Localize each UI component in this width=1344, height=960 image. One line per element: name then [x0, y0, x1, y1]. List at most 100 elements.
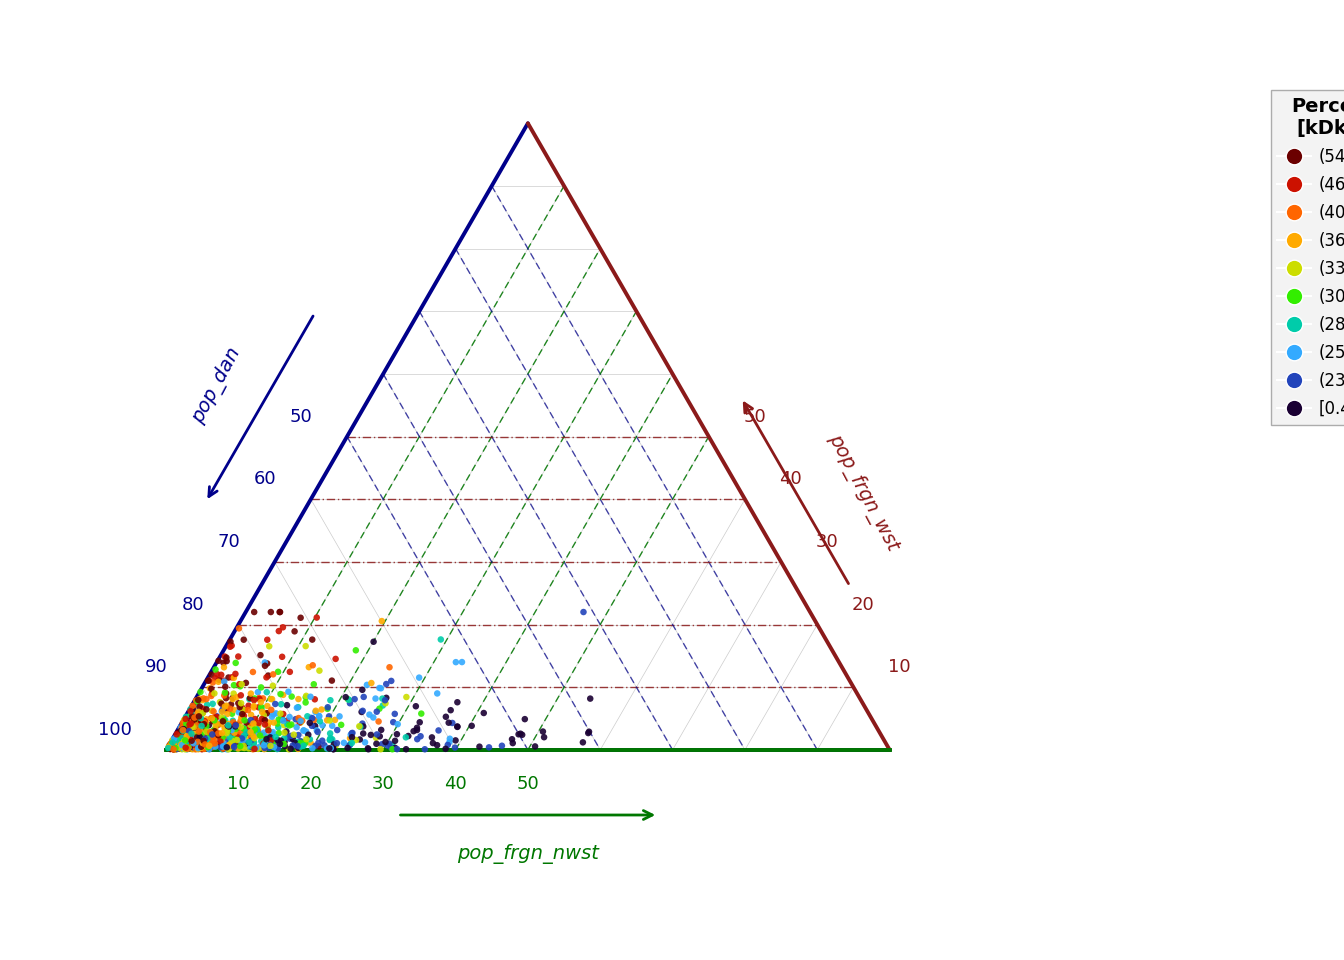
Point — [218, 718, 239, 733]
Point — [366, 731, 387, 746]
Point — [172, 729, 194, 744]
Point — [231, 710, 253, 726]
Point — [185, 693, 207, 708]
Point — [241, 712, 262, 728]
Text: pop_frgn_nwst: pop_frgn_nwst — [457, 844, 599, 864]
Point — [341, 735, 363, 751]
Point — [219, 735, 241, 751]
Point — [192, 691, 214, 707]
Point — [333, 735, 355, 751]
Point — [230, 687, 251, 703]
Point — [241, 730, 262, 745]
Point — [168, 739, 190, 755]
Point — [261, 605, 282, 620]
Point — [190, 739, 211, 755]
Point — [172, 738, 194, 754]
Point — [216, 654, 238, 669]
Point — [228, 621, 250, 636]
Point — [191, 740, 212, 756]
Point — [187, 730, 208, 745]
Point — [194, 713, 215, 729]
Point — [190, 710, 211, 726]
Point — [222, 706, 243, 721]
Point — [262, 707, 284, 722]
Point — [358, 741, 379, 756]
Point — [406, 722, 427, 737]
Point — [194, 716, 215, 732]
Point — [224, 718, 246, 733]
Point — [215, 690, 237, 706]
Point — [173, 730, 195, 745]
Point — [323, 736, 344, 752]
Point — [180, 728, 202, 743]
Point — [282, 732, 304, 747]
Point — [172, 741, 194, 756]
Point — [247, 726, 269, 741]
Point — [290, 713, 312, 729]
Text: 20: 20 — [300, 776, 323, 793]
Point — [190, 735, 211, 751]
Point — [227, 741, 249, 756]
Point — [190, 707, 211, 722]
Point — [175, 740, 196, 756]
Point — [266, 716, 288, 732]
Point — [176, 716, 198, 732]
Point — [211, 726, 233, 741]
Point — [171, 730, 192, 745]
Point — [173, 714, 195, 730]
Point — [231, 709, 253, 725]
Text: 60: 60 — [254, 470, 277, 489]
Point — [380, 673, 402, 688]
Point — [422, 735, 444, 751]
Point — [218, 741, 239, 756]
Point — [192, 735, 214, 751]
Point — [363, 709, 384, 725]
Point — [242, 732, 263, 748]
Point — [200, 710, 222, 726]
Point — [298, 715, 320, 731]
Point — [161, 736, 183, 752]
Point — [159, 739, 180, 755]
Point — [405, 699, 426, 714]
Point — [187, 734, 208, 750]
Point — [469, 739, 491, 755]
Point — [183, 722, 204, 737]
Point — [265, 706, 286, 721]
Point — [534, 730, 555, 745]
Point — [276, 724, 297, 739]
Point — [292, 738, 313, 754]
Point — [271, 712, 293, 728]
Point — [157, 740, 179, 756]
Point — [183, 736, 204, 752]
Point — [249, 690, 270, 706]
Text: pop_frgn_wst: pop_frgn_wst — [824, 430, 903, 554]
Point — [173, 741, 195, 756]
Point — [184, 731, 206, 746]
Point — [192, 714, 214, 730]
Point — [204, 721, 226, 736]
Point — [216, 726, 238, 741]
Point — [375, 734, 396, 750]
Point — [406, 720, 427, 735]
Point — [277, 717, 298, 732]
Point — [294, 689, 316, 705]
Point — [258, 738, 280, 754]
Point — [296, 724, 317, 739]
Point — [208, 729, 230, 744]
Point — [224, 732, 246, 747]
Point — [173, 712, 195, 728]
Point — [188, 723, 210, 738]
Point — [491, 738, 512, 754]
Text: 50: 50 — [290, 408, 313, 425]
Point — [169, 732, 191, 747]
Point — [216, 723, 238, 738]
Point — [293, 723, 314, 738]
Point — [173, 739, 195, 755]
Point — [188, 692, 210, 708]
Point — [262, 678, 284, 693]
Point — [171, 740, 192, 756]
Point — [164, 736, 185, 752]
Point — [196, 740, 218, 756]
Point — [190, 723, 211, 738]
Point — [172, 737, 194, 753]
